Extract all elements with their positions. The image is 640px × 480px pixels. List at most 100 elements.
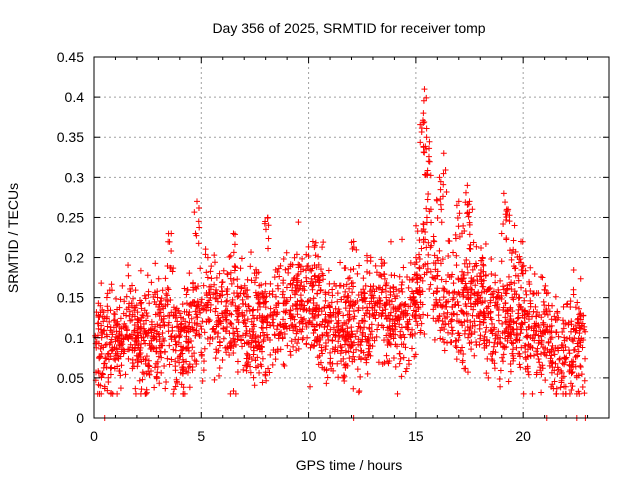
data-point bbox=[151, 384, 158, 391]
data-point bbox=[197, 309, 204, 316]
data-point bbox=[367, 342, 374, 349]
data-point bbox=[224, 323, 231, 330]
data-point bbox=[517, 364, 524, 371]
data-point bbox=[283, 323, 290, 330]
data-point bbox=[413, 271, 420, 278]
data-point bbox=[305, 319, 312, 326]
data-point bbox=[150, 333, 157, 340]
data-point bbox=[175, 339, 182, 346]
data-point bbox=[492, 335, 499, 342]
data-point bbox=[243, 323, 250, 330]
data-point bbox=[419, 301, 426, 308]
data-point bbox=[569, 336, 576, 343]
data-point bbox=[369, 292, 376, 299]
data-point bbox=[437, 201, 444, 208]
data-point bbox=[207, 334, 214, 341]
data-point bbox=[370, 283, 377, 290]
data-point bbox=[308, 275, 315, 282]
data-point bbox=[403, 365, 410, 372]
data-point bbox=[262, 288, 269, 295]
data-point bbox=[293, 279, 300, 286]
data-point bbox=[364, 370, 371, 377]
data-point bbox=[440, 150, 447, 157]
data-point bbox=[116, 341, 122, 348]
data-point bbox=[185, 344, 192, 351]
data-point bbox=[476, 321, 483, 328]
data-point bbox=[566, 390, 573, 397]
data-point bbox=[323, 380, 330, 387]
data-point bbox=[253, 274, 260, 281]
data-point bbox=[341, 362, 348, 369]
data-point bbox=[310, 343, 317, 350]
data-point bbox=[412, 301, 419, 308]
data-point bbox=[547, 329, 554, 336]
data-point bbox=[383, 294, 390, 301]
data-point bbox=[335, 317, 342, 324]
data-point bbox=[312, 272, 319, 279]
data-point bbox=[452, 231, 459, 238]
data-point bbox=[518, 267, 525, 274]
data-point bbox=[562, 383, 569, 390]
data-point bbox=[398, 324, 405, 331]
data-point bbox=[459, 268, 466, 275]
data-point bbox=[263, 331, 270, 338]
data-point bbox=[418, 320, 425, 327]
data-point bbox=[193, 311, 200, 318]
data-point bbox=[396, 273, 403, 280]
data-point bbox=[349, 245, 356, 252]
data-point bbox=[353, 246, 360, 253]
data-point bbox=[427, 206, 434, 213]
data-point bbox=[314, 354, 321, 361]
data-point bbox=[103, 294, 110, 301]
data-point bbox=[471, 318, 478, 325]
data-point bbox=[96, 355, 103, 362]
data-point bbox=[514, 315, 521, 322]
data-point bbox=[466, 219, 473, 226]
data-point bbox=[100, 309, 107, 316]
data-point bbox=[399, 279, 406, 286]
data-point bbox=[166, 342, 173, 349]
data-point bbox=[334, 310, 341, 317]
data-point bbox=[400, 264, 407, 271]
data-point bbox=[211, 259, 218, 266]
data-point bbox=[193, 232, 200, 239]
data-point bbox=[140, 356, 147, 363]
data-point bbox=[114, 335, 121, 342]
data-point bbox=[117, 385, 124, 392]
data-point bbox=[161, 363, 168, 370]
data-point bbox=[153, 336, 160, 343]
data-point bbox=[228, 321, 235, 328]
data-point bbox=[231, 330, 238, 337]
data-point bbox=[157, 322, 164, 329]
data-point bbox=[579, 384, 586, 391]
data-point bbox=[460, 309, 467, 316]
data-point bbox=[284, 342, 291, 349]
data-point bbox=[366, 310, 373, 317]
data-point bbox=[251, 279, 258, 286]
data-point bbox=[431, 238, 438, 245]
data-point bbox=[423, 171, 430, 178]
data-point bbox=[413, 318, 420, 325]
data-point bbox=[213, 295, 220, 302]
data-point bbox=[500, 286, 507, 293]
data-point bbox=[567, 298, 574, 305]
data-point bbox=[273, 326, 280, 333]
data-point bbox=[440, 294, 447, 301]
data-point bbox=[330, 324, 337, 331]
data-point bbox=[363, 268, 370, 275]
data-point bbox=[282, 266, 289, 273]
data-point bbox=[114, 346, 121, 353]
data-point bbox=[466, 260, 473, 267]
data-point bbox=[215, 330, 222, 337]
data-point bbox=[344, 294, 351, 301]
data-point bbox=[154, 288, 161, 295]
data-point bbox=[173, 378, 180, 385]
data-point bbox=[460, 292, 467, 299]
data-point bbox=[358, 355, 365, 362]
grid-lines bbox=[94, 57, 609, 418]
data-point bbox=[139, 376, 146, 383]
data-point bbox=[373, 309, 380, 316]
data-point bbox=[546, 308, 553, 315]
data-point bbox=[272, 293, 279, 300]
data-point bbox=[440, 285, 447, 292]
